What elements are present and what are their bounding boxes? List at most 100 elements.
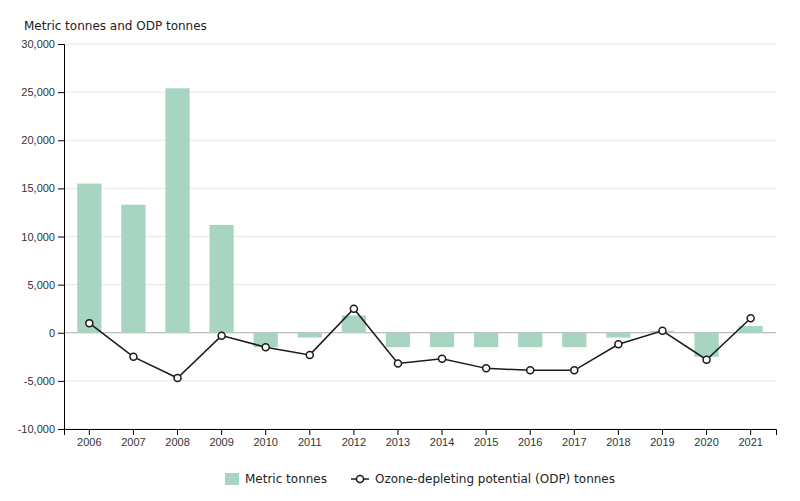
x-tick-mark xyxy=(706,429,707,435)
legend: Metric tonnes Ozone-depleting potential (… xyxy=(225,472,615,486)
x-tick: 2014 xyxy=(430,429,454,448)
legend-swatch xyxy=(225,473,239,485)
x-axis-line xyxy=(65,430,777,436)
legend-item: Metric tonnes xyxy=(225,472,327,486)
marks xyxy=(77,88,763,381)
x-tick-label: 2013 xyxy=(386,436,410,448)
y-tick: -10,000 xyxy=(18,423,64,435)
marker xyxy=(659,327,666,334)
y-tick-label: 10,000 xyxy=(21,231,55,243)
x-tick: 2013 xyxy=(386,429,410,448)
y-tick-mark xyxy=(58,44,64,45)
marker xyxy=(703,356,710,363)
legend-marker xyxy=(357,476,364,483)
y-axis-line xyxy=(58,45,65,430)
marker xyxy=(306,351,313,358)
x-tick-mark xyxy=(177,429,178,435)
x-tick-label: 2009 xyxy=(209,436,233,448)
x-tick: 2015 xyxy=(474,429,498,448)
grid-line xyxy=(64,380,776,381)
bar xyxy=(121,205,145,333)
x-tick-label: 2010 xyxy=(253,436,277,448)
y-tick-mark xyxy=(58,333,64,334)
y-tick-mark xyxy=(58,381,64,382)
y-tick-mark xyxy=(58,92,64,93)
y-tick: 15,000 xyxy=(21,182,64,194)
x-tick-label: 2011 xyxy=(298,436,322,448)
plot: -10,000-5,00005,00010,00015,00020,00025,… xyxy=(18,38,777,448)
y-tick-mark xyxy=(58,285,64,286)
marker xyxy=(571,367,578,374)
x-tick-label: 2021 xyxy=(738,436,762,448)
x-tick: 2008 xyxy=(165,429,189,448)
x-tick-label: 2008 xyxy=(165,436,189,448)
x-tick-label: 2020 xyxy=(694,436,718,448)
x-tick-label: 2016 xyxy=(518,436,542,448)
y-tick: 0 xyxy=(49,327,64,339)
x-tick-label: 2006 xyxy=(77,436,101,448)
marker xyxy=(747,315,754,322)
x-tick-mark xyxy=(662,429,663,435)
y-axis-title: Metric tonnes and ODP tonnes xyxy=(24,19,207,33)
x-tick-label: 2012 xyxy=(342,436,366,448)
grid-line xyxy=(64,44,776,45)
x-tick-mark xyxy=(618,429,619,435)
x-tick-mark xyxy=(309,429,310,435)
x-tick: 2019 xyxy=(650,429,674,448)
x-tick-mark xyxy=(265,429,266,435)
bar xyxy=(386,333,410,347)
legend-item: Ozone-depleting potential (ODP) tonnes xyxy=(351,472,615,486)
marker xyxy=(174,374,181,381)
x-tick-label: 2007 xyxy=(121,436,145,448)
x-tick-label: 2015 xyxy=(474,436,498,448)
bar xyxy=(209,225,233,333)
x-tick-label: 2018 xyxy=(606,436,630,448)
x-tick-mark xyxy=(750,429,751,435)
x-tick: 2020 xyxy=(694,429,718,448)
bar xyxy=(562,333,586,347)
line xyxy=(89,309,750,378)
x-tick-label: 2017 xyxy=(562,436,586,448)
x-tick: 2006 xyxy=(77,429,101,448)
x-tick-mark xyxy=(574,429,575,435)
marker xyxy=(262,344,269,351)
y-tick-label: 15,000 xyxy=(21,182,55,194)
bar xyxy=(298,333,322,338)
y-tick: 30,000 xyxy=(21,38,64,50)
x-tick: 2021 xyxy=(738,429,762,448)
y-axis: -10,000-5,00005,00010,00015,00020,00025,… xyxy=(18,38,65,435)
x-tick: 2009 xyxy=(209,429,233,448)
x-tick: 2011 xyxy=(298,429,322,448)
y-tick-label: 30,000 xyxy=(21,38,55,50)
marker xyxy=(86,320,93,327)
bar xyxy=(606,333,630,338)
y-tick-label: 25,000 xyxy=(21,86,55,98)
marker xyxy=(130,353,137,360)
bar xyxy=(165,88,189,332)
bar xyxy=(430,333,454,347)
x-tick-mark xyxy=(89,429,90,435)
y-tick: 10,000 xyxy=(21,231,64,243)
marker xyxy=(615,341,622,348)
x-tick: 2007 xyxy=(121,429,145,448)
bar xyxy=(518,333,542,347)
x-tick-mark xyxy=(221,429,222,435)
y-tick: -5,000 xyxy=(24,375,64,387)
x-tick-mark xyxy=(530,429,531,435)
y-tick-label: -5,000 xyxy=(24,375,55,387)
x-tick: 2016 xyxy=(518,429,542,448)
y-tick-label: 0 xyxy=(49,327,55,339)
x-tick-mark xyxy=(133,429,134,435)
x-tick-label: 2019 xyxy=(650,436,674,448)
y-tick-mark xyxy=(58,188,64,189)
y-tick-label: 20,000 xyxy=(21,134,55,146)
x-tick: 2017 xyxy=(562,429,586,448)
y-tick: 20,000 xyxy=(21,134,64,146)
y-tick-label: -10,000 xyxy=(18,423,55,435)
y-tick-mark xyxy=(58,429,64,430)
marker xyxy=(483,365,490,372)
bar xyxy=(474,333,498,347)
x-tick-mark xyxy=(353,429,354,435)
bar xyxy=(694,333,718,357)
marker-series xyxy=(86,305,754,381)
